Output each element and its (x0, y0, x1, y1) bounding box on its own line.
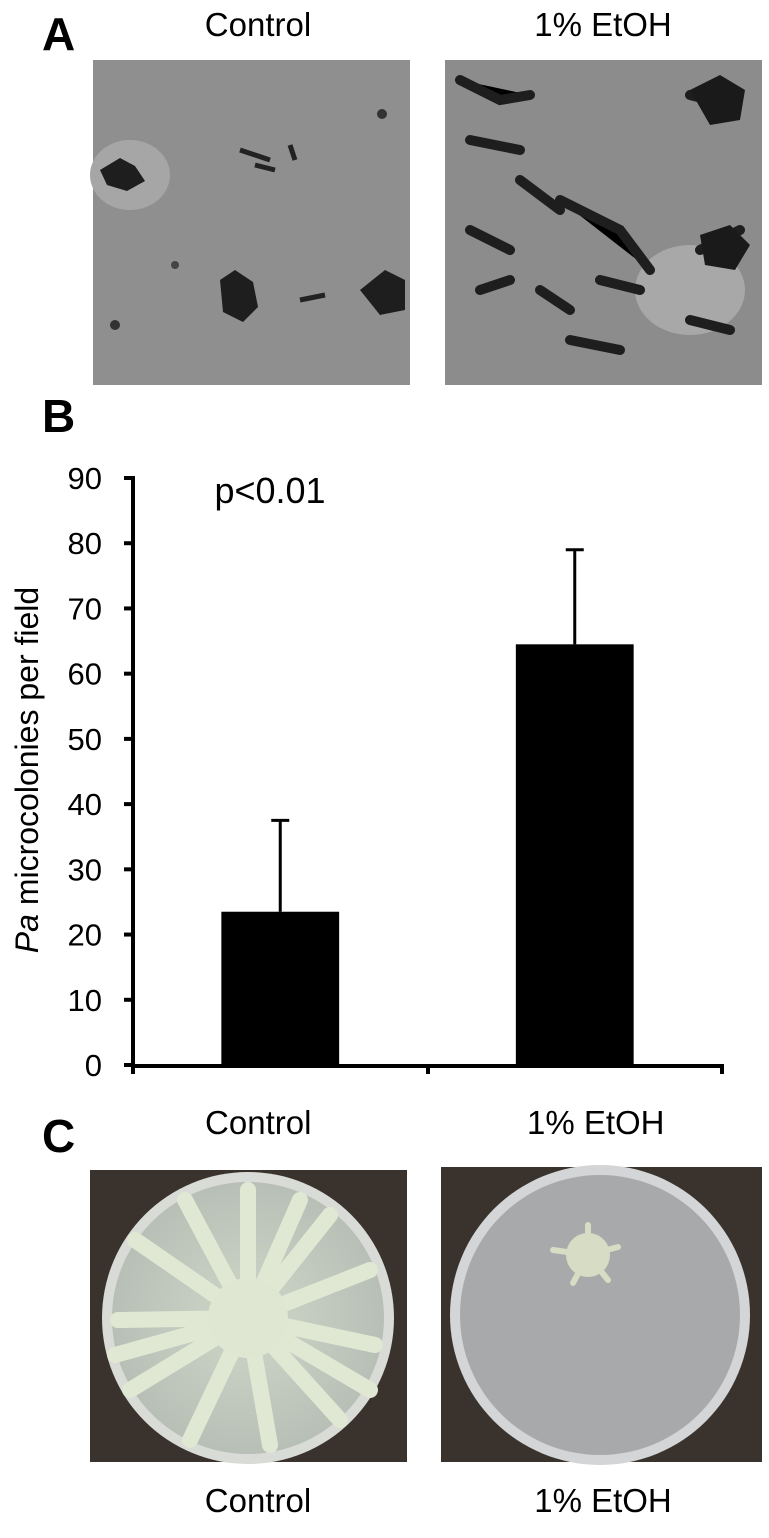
y-tick-label: 70 (68, 591, 102, 626)
petri-dish-photo (90, 1170, 407, 1464)
y-axis-label: Pa microcolonies per field (9, 587, 45, 953)
panel-label: A (42, 8, 75, 60)
micrograph (90, 60, 410, 385)
y-tick-label: 80 (68, 526, 102, 561)
y-tick-label: 60 (68, 657, 102, 692)
panel-label: B (42, 390, 75, 442)
panel-label: C (42, 1110, 75, 1162)
y-tick-label: 10 (68, 983, 102, 1018)
caption: Control (205, 1482, 311, 1519)
y-tick-label: 20 (68, 918, 102, 953)
y-tick-label: 50 (68, 722, 102, 757)
bar (515, 644, 634, 1065)
y-tick-label: 90 (68, 461, 102, 496)
y-tick-label: 0 (85, 1048, 102, 1083)
caption: 1% EtOH (534, 1482, 672, 1519)
micrograph (445, 60, 762, 385)
y-axis-label-text: microcolonies per field (9, 587, 45, 914)
panel-title: 1% EtOH (534, 6, 672, 43)
x-tick-label: Control (205, 1104, 311, 1141)
bar (221, 911, 340, 1065)
y-axis-label-italic: Pa (9, 914, 45, 953)
petri-dish-photo (441, 1165, 762, 1465)
panel-title: Control (205, 6, 311, 43)
annotation: p<0.01 (214, 470, 325, 511)
y-tick-label: 30 (68, 852, 102, 887)
y-tick-label: 40 (68, 787, 102, 822)
x-tick-label: 1% EtOH (527, 1104, 665, 1141)
